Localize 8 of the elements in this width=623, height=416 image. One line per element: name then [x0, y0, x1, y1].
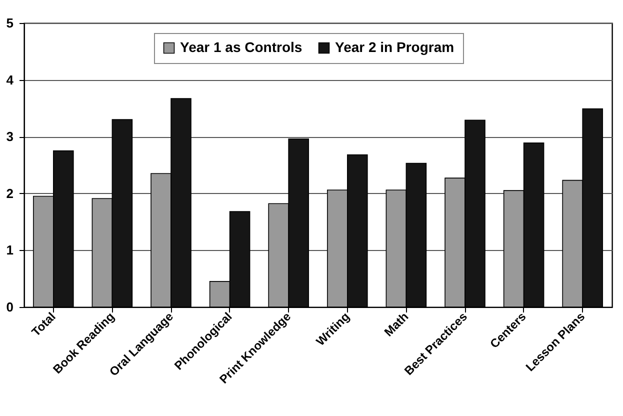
y-tick-label: 3	[6, 129, 14, 144]
legend-label: Year 2 in Program	[335, 39, 454, 55]
legend-label: Year 1 as Controls	[180, 39, 302, 55]
y-tick-label: 4	[6, 72, 14, 88]
y-tick-label: 0	[6, 300, 14, 314]
y-tick-label: 5	[6, 16, 14, 30]
y-tick-label: 2	[6, 186, 14, 201]
y-tick-label: 1	[6, 242, 14, 258]
